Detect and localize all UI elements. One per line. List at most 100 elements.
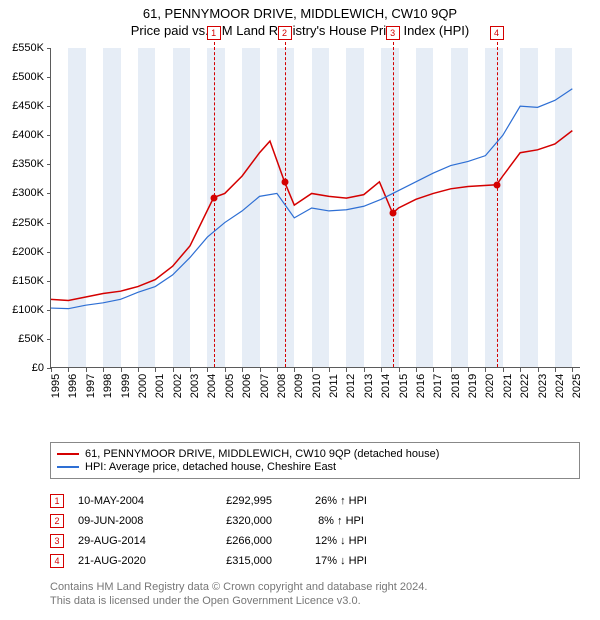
y-tick-mark [47,193,51,194]
y-tick-mark [47,106,51,107]
x-tick-label: 2021 [502,374,514,398]
x-tick-label: 2017 [432,374,444,398]
sales-table: 110-MAY-2004£292,99526% ↑ HPI209-JUN-200… [50,488,566,574]
year-band [173,48,190,367]
x-tick-label: 1995 [50,374,62,398]
sale-event-marker: 2 [278,26,292,40]
sale-row: 421-AUG-2020£315,00017% ↓ HPI [50,554,566,568]
year-band [381,48,398,367]
chart: 1234 19951996199719981999200020012002200… [50,48,580,402]
year-band [207,48,224,367]
sale-price: £266,000 [192,535,272,547]
x-tick-label: 2005 [224,374,236,398]
x-tick-label: 1999 [120,374,132,398]
y-tick-label: £150K [0,275,44,287]
sale-price: £320,000 [192,515,272,527]
sale-event-marker: 1 [207,26,221,40]
sale-marker-icon: 4 [50,554,64,568]
x-tick-label: 2006 [241,374,253,398]
x-tick-label: 2018 [450,374,462,398]
y-tick-mark [47,223,51,224]
sale-marker-icon: 2 [50,514,64,528]
y-tick-label: £350K [0,158,44,170]
year-band [312,48,329,367]
x-tick-label: 2008 [276,374,288,398]
attribution-line: Contains HM Land Registry data © Crown c… [50,580,566,594]
y-tick-label: £500K [0,71,44,83]
y-tick-label: £400K [0,129,44,141]
y-tick-label: £100K [0,304,44,316]
y-tick-label: £50K [0,333,44,345]
sale-point-icon [493,181,500,188]
x-tick-label: 2022 [519,374,531,398]
sale-point-icon [281,178,288,185]
x-tick-label: 2025 [571,374,583,398]
x-tick-label: 1998 [102,374,114,398]
chart-container: 61, PENNYMOOR DRIVE, MIDDLEWICH, CW10 9Q… [0,0,600,620]
y-tick-label: £250K [0,217,44,229]
sale-date: 29-AUG-2014 [78,535,178,547]
year-band [451,48,468,367]
year-band [485,48,502,367]
sale-row: 209-JUN-2008£320,0008% ↑ HPI [50,514,566,528]
y-tick-label: £450K [0,100,44,112]
legend-swatch-icon [57,453,79,455]
sale-row: 3 29-AUG-2014 £266,000 12% ↓ HPI [50,534,566,548]
sale-event-marker: 4 [490,26,504,40]
x-tick-label: 2012 [345,374,357,398]
legend-item-property: 61, PENNYMOOR DRIVE, MIDDLEWICH, CW10 9Q… [57,448,573,460]
y-tick-mark [47,135,51,136]
attribution-line: This data is licensed under the Open Gov… [50,594,566,608]
title-main: 61, PENNYMOOR DRIVE, MIDDLEWICH, CW10 9Q… [0,6,600,21]
x-tick-label: 1997 [85,374,97,398]
year-band [416,48,433,367]
y-tick-mark [47,77,51,78]
sale-event-line [497,42,498,367]
x-tick-label: 2007 [259,374,271,398]
sale-event-marker: 3 [386,26,400,40]
titles: 61, PENNYMOOR DRIVE, MIDDLEWICH, CW10 9Q… [0,0,600,38]
sale-date: 10-MAY-2004 [78,495,178,507]
y-tick-mark [47,310,51,311]
sale-row: 1 10-MAY-2004 £292,995 26% ↑ HPI [50,494,566,508]
sale-date: 21-AUG-2020 [78,555,178,567]
year-band [103,48,120,367]
x-tick-label: 2002 [172,374,184,398]
x-tick-label: 2003 [189,374,201,398]
plot-area: 1234 [50,48,580,368]
year-band [346,48,363,367]
sale-point-icon [389,210,396,217]
sale-diff: 8% ↑ HPI [286,515,396,527]
x-tick-label: 2014 [380,374,392,398]
year-band [277,48,294,367]
x-tick-label: 2020 [484,374,496,398]
y-tick-mark [47,164,51,165]
year-band [555,48,572,367]
year-band [138,48,155,367]
legend-item-hpi: HPI: Average price, detached house, Ches… [57,461,573,473]
legend-label: HPI: Average price, detached house, Ches… [85,461,336,473]
y-tick-label: £550K [0,42,44,54]
sale-diff: 12% ↓ HPI [286,535,396,547]
y-tick-mark [47,281,51,282]
y-tick-mark [47,339,51,340]
x-tick-label: 2016 [415,374,427,398]
sale-price: £292,995 [192,495,272,507]
sale-marker-icon: 1 [50,494,64,508]
year-band [242,48,259,367]
sale-event-line [393,42,394,367]
sale-event-line [285,42,286,367]
title-sub: Price paid vs. HM Land Registry's House … [0,23,600,38]
year-band [520,48,537,367]
sale-point-icon [210,194,217,201]
x-tick-label: 2019 [467,374,479,398]
x-axis-labels: 1995199619971998199920002001200220032004… [50,372,580,404]
attribution: Contains HM Land Registry data © Crown c… [50,580,566,609]
x-tick-label: 2010 [311,374,323,398]
sale-diff: 26% ↑ HPI [286,495,396,507]
y-tick-label: £200K [0,246,44,258]
sale-marker-icon: 3 [50,534,64,548]
legend: 61, PENNYMOOR DRIVE, MIDDLEWICH, CW10 9Q… [50,442,580,479]
x-tick-label: 2000 [137,374,149,398]
legend-label: 61, PENNYMOOR DRIVE, MIDDLEWICH, CW10 9Q… [85,448,439,460]
